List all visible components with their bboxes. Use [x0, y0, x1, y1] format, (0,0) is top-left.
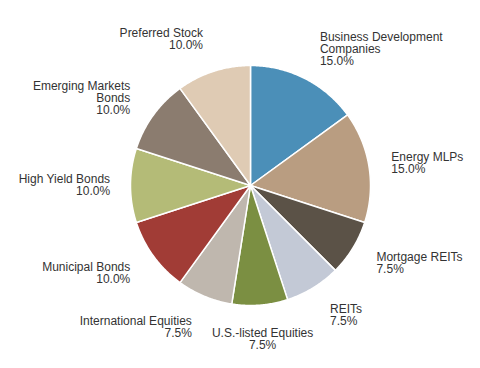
- svg-text:Municipal Bonds10.0%: Municipal Bonds10.0%: [42, 260, 130, 286]
- svg-text:REITs7.5%: REITs7.5%: [330, 302, 362, 328]
- svg-text:Mortgage REITs7.5%: Mortgage REITs7.5%: [376, 250, 462, 276]
- svg-text:Energy MLPs15.0%: Energy MLPs15.0%: [391, 150, 463, 176]
- svg-text:Preferred Stock10.0%: Preferred Stock10.0%: [120, 26, 204, 52]
- svg-text:U.S.-listed Equities7.5%: U.S.-listed Equities7.5%: [212, 326, 313, 352]
- svg-text:High Yield Bonds10.0%: High Yield Bonds10.0%: [19, 172, 111, 198]
- svg-text:Business DevelopmentCompanies1: Business DevelopmentCompanies15.0%: [320, 30, 443, 68]
- svg-text:International Equities7.5%: International Equities7.5%: [80, 314, 192, 340]
- svg-text:Emerging MarketsBonds10.0%: Emerging MarketsBonds10.0%: [33, 79, 131, 117]
